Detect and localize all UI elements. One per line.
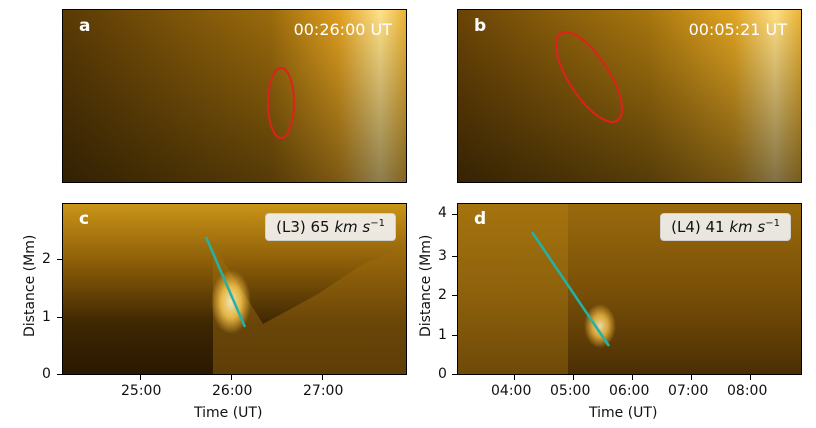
panel-d-xtick-1: 05:00 — [550, 383, 591, 399]
panel-b-image: b 00:05:21 UT — [457, 9, 802, 183]
panel-c-xtick-0: 25:00 — [121, 383, 162, 399]
panel-d-left-band — [458, 204, 568, 374]
panel-c-xtick-mark-1 — [231, 375, 232, 380]
panel-c-ytick-mark-1 — [57, 317, 62, 318]
panel-d-xtick-mark-2 — [632, 375, 633, 380]
panel-d-xtick-0: 04:00 — [491, 383, 532, 399]
panel-c-speed-unit: km s — [334, 218, 371, 236]
panel-c-ytick-1: 1 — [42, 309, 51, 325]
panel-d-ytick-1: 1 — [438, 327, 447, 343]
panel-c-letter: c — [79, 209, 90, 229]
panel-c-bright-band — [213, 244, 406, 374]
panel-d-ytick-mark-4 — [452, 214, 457, 215]
panel-d-speed-value: (L4) 41 — [671, 218, 725, 236]
panel-d-speed-label: (L4) 41 km s−1 — [660, 213, 791, 241]
panel-d-ytick-mark-0 — [452, 374, 457, 375]
panel-c-speed-value: (L3) 65 — [276, 218, 330, 236]
panel-c-ylabel: Distance (Mm) — [22, 234, 38, 337]
panel-b-shade — [458, 10, 801, 182]
panel-c-xtick-mark-0 — [140, 375, 141, 380]
panel-d-ytick-mark-2 — [452, 295, 457, 296]
panel-b-timestamp: 00:05:21 UT — [688, 20, 787, 39]
panel-d-xtick-2: 06:00 — [609, 383, 650, 399]
panel-d-ylabel: Distance (Mm) — [418, 234, 434, 337]
panel-b-svg — [458, 10, 801, 182]
panel-d-image: d (L4) 41 km s−1 — [457, 203, 802, 375]
panel-c-ytick-mark-0 — [57, 374, 62, 375]
panel-d-xtick-4: 08:00 — [727, 383, 768, 399]
panel-c-ytick-mark-2 — [57, 259, 62, 260]
panel-d-ytick-mark-3 — [452, 256, 457, 257]
panel-a-shade — [63, 10, 406, 182]
panel-d-ytick-0: 0 — [438, 366, 447, 382]
panel-d-ytick-2: 2 — [438, 287, 447, 303]
panel-c-fit-line — [204, 236, 247, 328]
panel-d-ytick-mark-1 — [452, 335, 457, 336]
panel-d-xtick-mark-3 — [691, 375, 692, 380]
panel-c-xtick-mark-2 — [322, 375, 323, 380]
panel-d-xtick-mark-4 — [750, 375, 751, 380]
panel-c-xtick-2: 27:00 — [303, 383, 344, 399]
panel-c-xlabel: Time (UT) — [194, 405, 263, 421]
panel-a-red-ellipse — [267, 67, 295, 139]
panel-d-letter: d — [474, 209, 487, 229]
panel-c-speed-exp: −1 — [370, 218, 385, 229]
panel-a-svg — [63, 10, 406, 182]
panel-d-ytick-3: 3 — [438, 248, 447, 264]
panel-c-ytick-2: 2 — [42, 251, 51, 267]
panel-d-xtick-3: 07:00 — [668, 383, 709, 399]
panel-d-speed-unit: km s — [729, 218, 766, 236]
panel-d-ytick-4: 4 — [438, 205, 447, 221]
panel-d-xlabel: Time (UT) — [589, 405, 658, 421]
panel-c-speed-label: (L3) 65 km s−1 — [265, 213, 396, 241]
panel-a-image: a 00:26:00 UT — [62, 9, 407, 183]
panel-d-xtick-mark-1 — [573, 375, 574, 380]
panel-d-speed-exp: −1 — [765, 218, 780, 229]
panel-b-letter: b — [474, 16, 487, 36]
panel-d-fit-line — [530, 231, 611, 347]
panel-d-bright-streak — [584, 304, 616, 348]
panel-c-ytick-0: 0 — [42, 366, 51, 382]
panel-c-xtick-1: 26:00 — [212, 383, 253, 399]
panel-b-red-ellipse — [555, 31, 623, 123]
panel-a-letter: a — [79, 16, 91, 36]
panel-c-image: c (L3) 65 km s−1 — [62, 203, 407, 375]
panel-a-timestamp: 00:26:00 UT — [293, 20, 392, 39]
panel-d-xtick-mark-0 — [514, 375, 515, 380]
